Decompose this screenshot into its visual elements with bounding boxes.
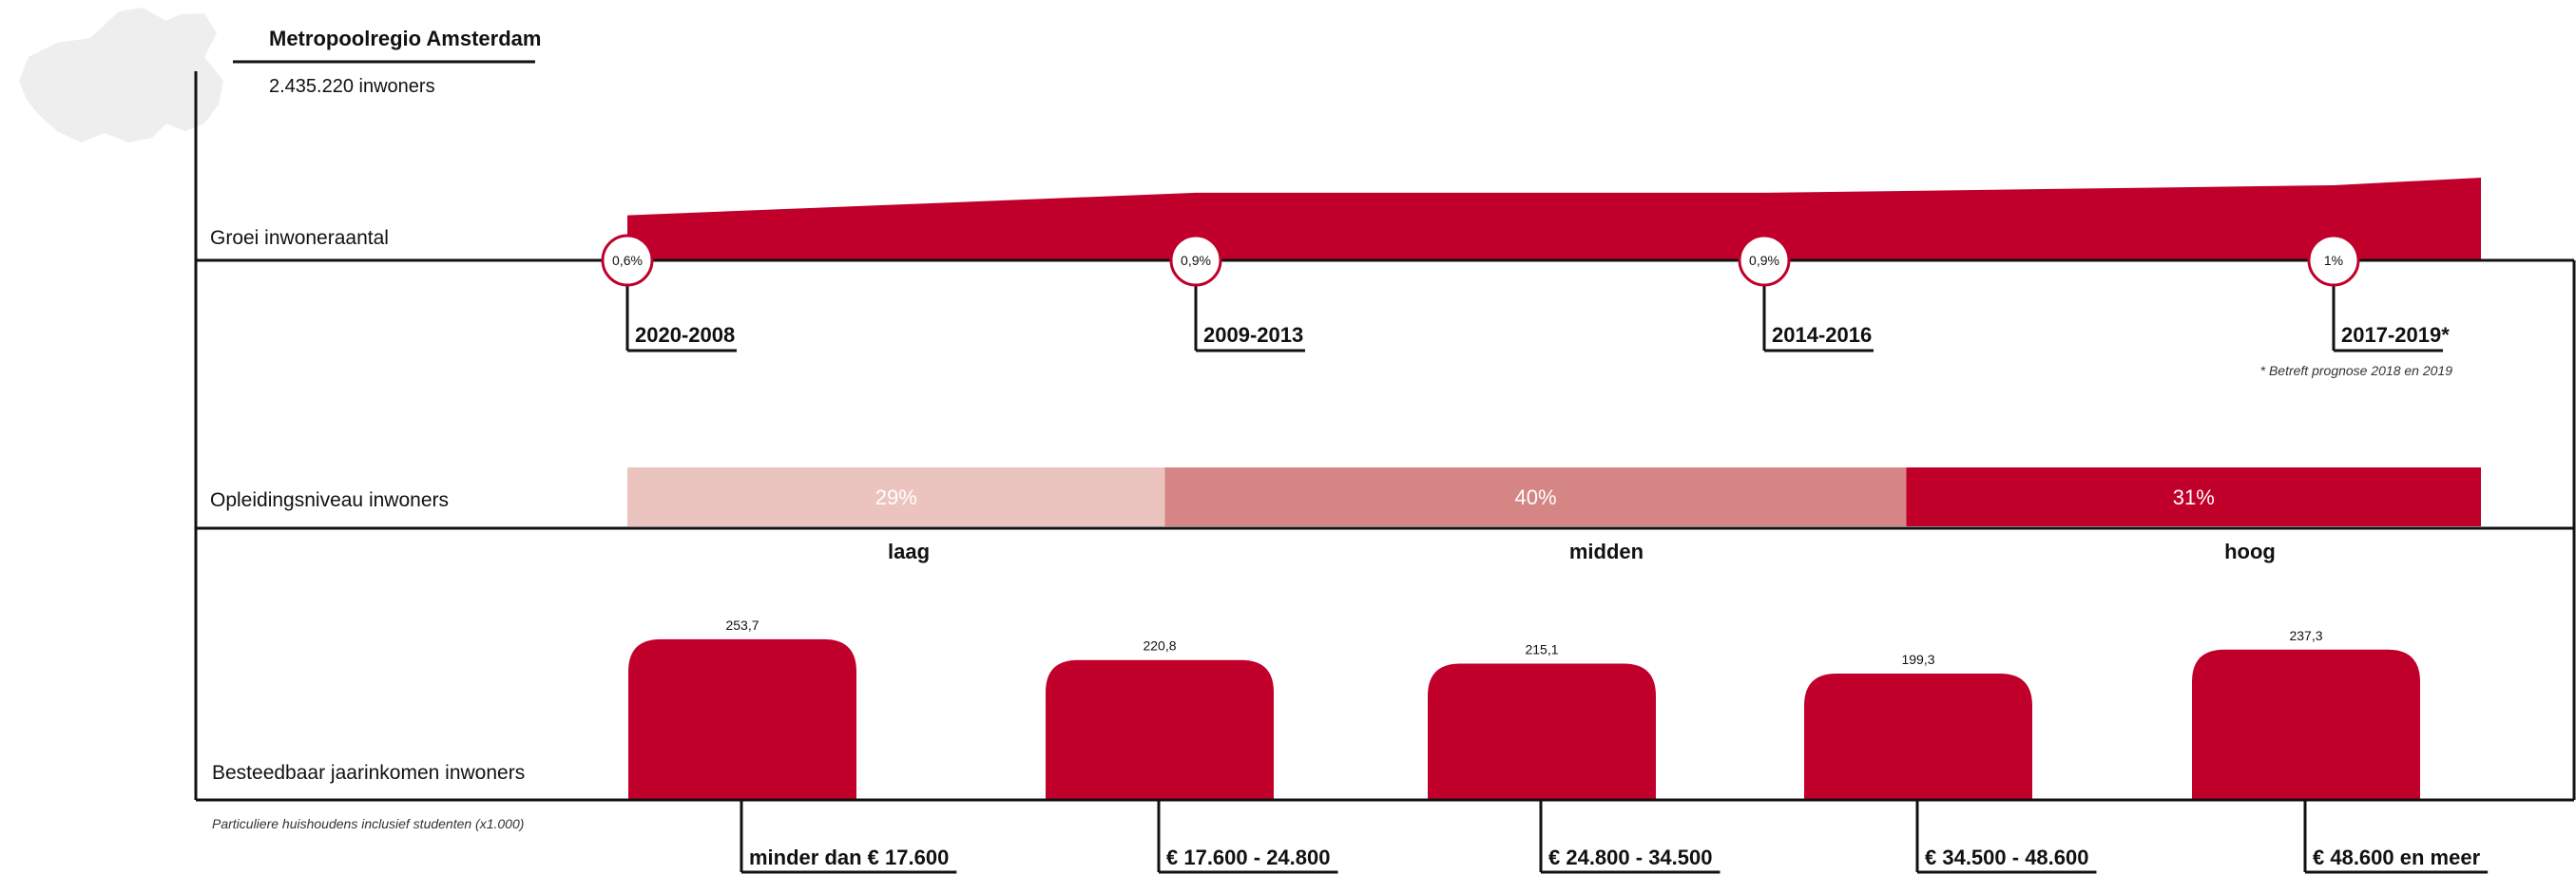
education-row-label: Opleidingsniveau inwoners: [210, 489, 449, 511]
period-label: 2014-2016: [1772, 323, 1872, 347]
period-label: 2009-2013: [1203, 323, 1303, 347]
education-level-label: laag: [888, 540, 930, 563]
income-value-label: 253,7: [725, 618, 759, 633]
income-value-label: 220,8: [1143, 638, 1176, 654]
growth-value-label: 1%: [2324, 253, 2343, 268]
income-bar: [1428, 663, 1656, 799]
income-category-label: € 48.600 en meer: [2313, 846, 2481, 869]
income-category-label: minder dan € 17.600: [749, 846, 949, 869]
income-category-label: € 24.800 - 34.500: [1548, 846, 1712, 869]
growth-value-label: 0,6%: [612, 253, 643, 268]
education-segment: [1164, 467, 1907, 526]
income-category-label: € 17.600 - 24.800: [1166, 846, 1330, 869]
income-bar: [1046, 659, 1274, 799]
income-value-label: 237,3: [2289, 628, 2322, 643]
income-row-label: Besteedbaar jaarinkomen inwoners: [212, 762, 525, 784]
region-title: Metropoolregio Amsterdam: [269, 27, 541, 50]
growth-value-label: 0,9%: [1181, 253, 1211, 268]
growth-area: [627, 178, 2481, 260]
growth-point: [1738, 234, 1791, 287]
education-segment-label: 31%: [2173, 485, 2215, 509]
growth-value-label: 0,9%: [1749, 253, 1779, 268]
income-note: Particuliere huishoudens inclusief stude…: [212, 816, 524, 831]
growth-row-label: Groei inwoneraantal: [210, 227, 389, 249]
income-bar: [628, 638, 856, 799]
growth-point: [1169, 234, 1222, 287]
income-value-label: 199,3: [1901, 652, 1934, 667]
income-bar: [1804, 673, 2032, 799]
education-segment: [1906, 467, 2481, 526]
region-map-icon: [19, 8, 223, 143]
population-text: 2.435.220 inwoners: [269, 76, 435, 97]
education-segment-label: 29%: [875, 485, 917, 509]
education-segment-label: 40%: [1514, 485, 1556, 509]
growth-point: [601, 234, 654, 287]
income-bar: [2192, 649, 2420, 799]
growth-footnote: * Betreft prognose 2018 en 2019: [2260, 363, 2453, 378]
income-value-label: 215,1: [1525, 641, 1558, 656]
growth-point: [2307, 234, 2360, 287]
period-label: 2017-2019*: [2341, 323, 2450, 347]
education-segment: [627, 467, 1165, 526]
income-category-label: € 34.500 - 48.600: [1925, 846, 2088, 869]
period-label: 2020-2008: [635, 323, 735, 347]
education-level-label: hoog: [2224, 540, 2276, 563]
education-level-label: midden: [1569, 540, 1644, 563]
